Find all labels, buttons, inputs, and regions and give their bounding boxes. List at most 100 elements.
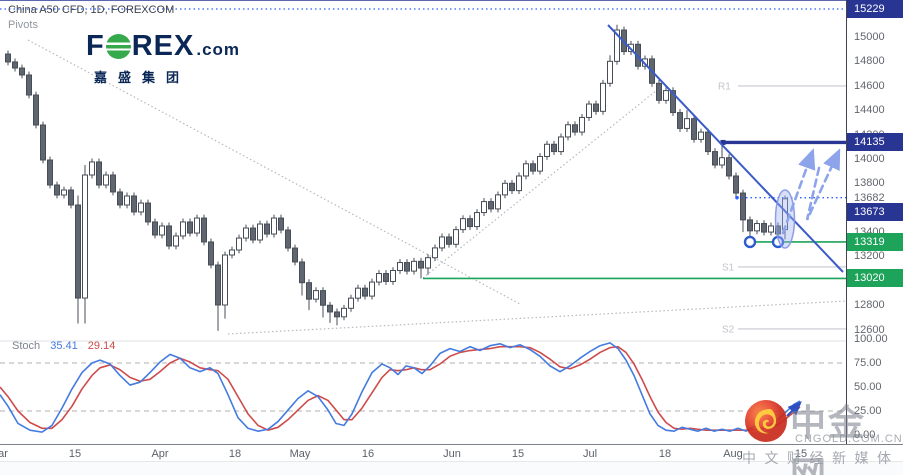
candle-up (103, 174, 109, 186)
candle-down (418, 260, 424, 269)
candle-up (719, 157, 725, 166)
candle-down (362, 287, 368, 297)
candle-down (166, 225, 172, 247)
candle-down (656, 82, 662, 101)
candle-down (509, 182, 515, 192)
candle-up (537, 155, 543, 172)
candle-up (663, 90, 669, 101)
circled-low-marker[interactable] (743, 235, 757, 249)
candle-up (348, 297, 354, 309)
candle-up (502, 182, 508, 196)
asc-shallow-dotted-trendline[interactable] (227, 300, 847, 335)
ray-anchor-dot[interactable] (735, 195, 739, 200)
drawn-levels-layer[interactable] (423, 139, 846, 280)
candle-down (68, 189, 74, 206)
stoch-tick-100.00: 100.00 (854, 333, 888, 345)
candle-up (474, 212, 480, 228)
candle-down (488, 201, 494, 210)
candle-up (376, 273, 382, 283)
candle-down (215, 264, 221, 306)
stoch-d-line (0, 345, 801, 432)
time-axis[interactable]: ar 15 Apr 18 May 16 Jun 15 Jul 18 Aug 15 (0, 444, 903, 462)
candle-down (446, 236, 452, 245)
pivot-label-s1: S1 (722, 262, 735, 273)
candle-up (579, 116, 585, 133)
candle-down (677, 112, 683, 129)
candle-down (292, 247, 298, 263)
candle-up (243, 227, 249, 239)
candle-down (54, 184, 60, 196)
gray-trendlines-layer[interactable] (27, 39, 847, 335)
time-tick-Jun: Jun (443, 448, 461, 460)
symbol-title[interactable]: China A50 CFD, 1D, FOREXCOM (8, 4, 175, 16)
candle-highlight-ellipse[interactable] (774, 189, 796, 249)
desc-dotted-trendline[interactable] (27, 39, 521, 305)
candle-down (131, 195, 137, 213)
candle-down (5, 53, 11, 63)
candle-up (194, 217, 200, 234)
candle-up (523, 163, 529, 177)
forex-logo: F REX .com 嘉盛集团 (86, 30, 240, 86)
candle-down (551, 143, 557, 153)
alert-lines-layer[interactable] (0, 0, 846, 10)
price-axis[interactable]: 1500014800146001440014200140001380013400… (846, 0, 903, 461)
line-handle[interactable] (720, 139, 726, 145)
asc-steep-dotted-trendline[interactable] (422, 85, 663, 279)
candle-down (152, 221, 158, 236)
candle-up (236, 237, 242, 251)
price-tick-13200: 13200 (854, 250, 885, 263)
candle-down (740, 192, 746, 221)
annotations-layer[interactable] (743, 148, 841, 249)
time-tick-15: 15 (511, 448, 525, 460)
candle-down (733, 175, 739, 194)
candle-down (334, 311, 340, 318)
projection-arrow[interactable] (781, 148, 816, 235)
time-tick-Jul: Jul (582, 448, 598, 460)
indicator-pivots-label[interactable]: Pivots (8, 19, 38, 31)
stoch-up-arrow[interactable] (786, 401, 802, 417)
candle-down (75, 204, 81, 299)
time-tick-Aug: Aug (723, 448, 743, 460)
projection-arrow[interactable] (805, 148, 841, 221)
time-tick-18: 18 (658, 448, 672, 460)
time-tick-Apr: Apr (151, 448, 169, 460)
candle-down (306, 282, 312, 300)
candle-up (425, 257, 431, 269)
candle-up (481, 201, 487, 214)
stoch-tick-25.00: 25.00 (854, 405, 882, 417)
blue-trendline-layer[interactable] (607, 24, 844, 273)
price-badge-13020: 13020 (847, 269, 903, 288)
candle-down (726, 157, 732, 177)
price-tick-13800: 13800 (854, 177, 885, 190)
price-tick-12600: 12600 (854, 323, 885, 336)
candle-down (187, 221, 193, 234)
time-tick-15: 15 (794, 448, 808, 460)
candle-up (159, 225, 165, 236)
pivot-lines-layer: R1 S1 S2 (718, 81, 846, 335)
candle-up (600, 82, 606, 112)
candle-down (747, 219, 753, 232)
bottom-strip (0, 461, 903, 475)
candle-up (607, 60, 613, 84)
price-tick-14600: 14600 (854, 79, 885, 92)
descending-trendline[interactable] (607, 24, 844, 273)
candle-up (439, 236, 445, 249)
candle-up (313, 290, 319, 300)
stoch-legend[interactable]: Stoch 35.41 29.14 (12, 340, 115, 352)
candle-up (768, 225, 774, 233)
forex-logo-com: .com (196, 40, 241, 59)
candle-up (453, 229, 459, 245)
candle-up (229, 249, 235, 256)
candle-down (12, 61, 18, 69)
candles-layer (5, 24, 788, 331)
candle-down (705, 131, 711, 153)
candle-down (208, 241, 214, 266)
candle-up (222, 254, 228, 306)
candle-up (369, 281, 375, 297)
candle-down (712, 151, 718, 166)
candle-down (33, 94, 39, 126)
candle-up (558, 136, 564, 153)
pivot-label-r1: R1 (718, 81, 731, 92)
